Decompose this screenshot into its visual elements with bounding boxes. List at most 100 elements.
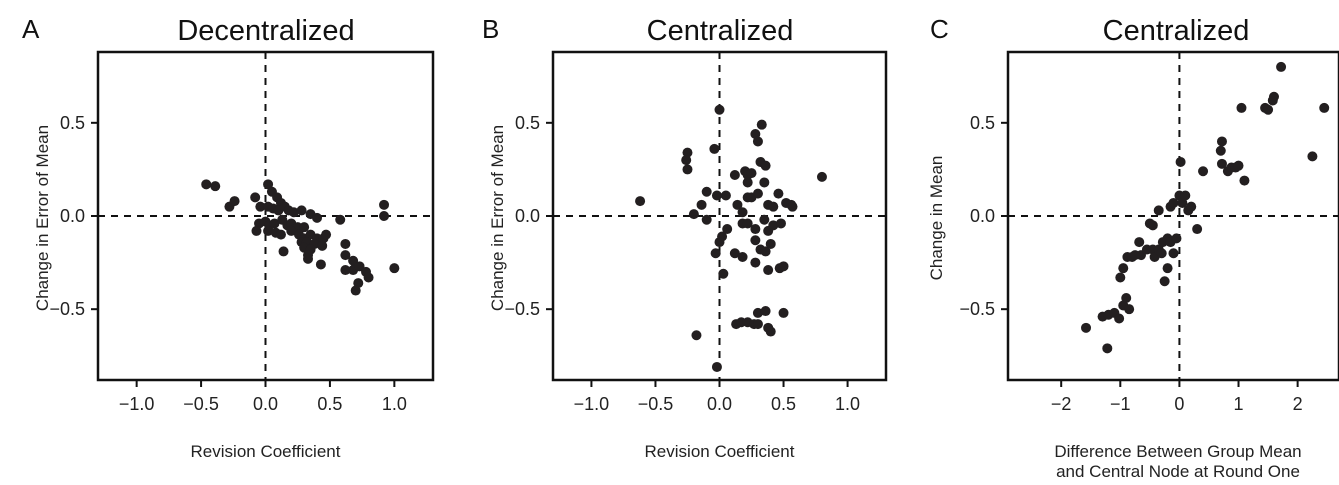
data-point <box>1239 175 1250 186</box>
data-point <box>1175 156 1186 167</box>
data-point <box>1186 201 1197 212</box>
data-point <box>688 209 699 220</box>
x-tick-label: −1 <box>1110 394 1131 414</box>
data-point <box>709 143 720 154</box>
x-tick-label: −1.0 <box>119 394 155 414</box>
data-point <box>1144 218 1155 229</box>
data-point <box>1216 136 1227 147</box>
data-point <box>1276 61 1287 72</box>
data-point <box>1263 104 1274 115</box>
data-point <box>816 171 827 182</box>
data-point <box>321 229 332 240</box>
y-tick-label: −0.5 <box>49 299 85 319</box>
x-tick-label: 0.0 <box>253 394 278 414</box>
data-point <box>350 285 361 296</box>
data-point <box>1307 151 1318 162</box>
data-point <box>750 235 761 246</box>
data-point <box>756 119 767 130</box>
data-point <box>635 196 646 207</box>
data-point <box>1156 248 1167 259</box>
data-point <box>275 229 286 240</box>
data-point <box>682 164 693 175</box>
x-tick-label: 2 <box>1293 394 1303 414</box>
data-point <box>768 220 779 231</box>
data-point <box>714 237 725 248</box>
x-tick-label: 0 <box>1174 394 1184 414</box>
y-tick-label: 0.0 <box>60 206 85 226</box>
data-point <box>746 168 757 179</box>
data-point <box>263 179 274 190</box>
x-axis-label-line: and Central Node at Round One <box>1056 462 1300 481</box>
data-point <box>263 225 274 236</box>
panel-letter: A <box>22 14 40 44</box>
y-axis-label: Change in Mean <box>927 156 946 281</box>
data-point <box>1102 343 1113 354</box>
data-point <box>1118 263 1129 274</box>
data-point <box>286 225 297 236</box>
panel-b: B Centralized−1.0 −0.5 0.0 0.5 1.00.50.0−0.5C… <box>482 14 888 461</box>
x-tick-label: 1.0 <box>835 394 860 414</box>
data-point <box>340 265 351 276</box>
data-point <box>696 199 707 210</box>
data-point <box>1180 190 1191 201</box>
data-point <box>718 268 729 279</box>
x-axis-label-line: Difference Between Group Mean <box>1054 442 1301 461</box>
data-point <box>759 177 770 188</box>
data-point <box>750 257 761 268</box>
data-point <box>760 160 771 171</box>
data-point <box>1192 224 1203 235</box>
data-point <box>1081 322 1092 333</box>
data-point <box>315 259 326 270</box>
data-point <box>752 307 763 318</box>
y-tick-label: 0.5 <box>60 113 85 133</box>
panel-c: C Centralized −2 −1 0 1 2 0.5 0.0 −0.5 Change in M… <box>927 14 1339 481</box>
x-tick-label: −0.5 <box>638 394 674 414</box>
data-point <box>732 199 743 210</box>
data-point <box>278 246 289 257</box>
data-point <box>760 306 771 317</box>
data-point <box>1168 197 1179 208</box>
data-point <box>1159 276 1170 287</box>
data-point <box>340 238 351 249</box>
data-point <box>775 218 786 229</box>
data-point <box>765 238 776 249</box>
data-point <box>250 192 261 203</box>
panel-title: Centralized <box>1103 15 1250 47</box>
data-point <box>1216 158 1227 169</box>
data-point <box>742 218 753 229</box>
data-point <box>1168 248 1179 259</box>
panel-title: Decentralized <box>177 15 354 47</box>
data-point <box>737 207 748 218</box>
data-point <box>714 104 725 115</box>
data-point <box>348 255 359 266</box>
y-tick-label: −0.5 <box>959 299 995 319</box>
data-point <box>1153 205 1164 216</box>
data-point <box>742 177 753 188</box>
data-point <box>379 211 390 221</box>
data-point <box>1162 263 1173 274</box>
data-point <box>296 205 307 216</box>
data-point <box>750 224 761 235</box>
data-point <box>701 186 712 197</box>
data-point <box>354 261 365 272</box>
data-point <box>729 170 740 180</box>
data-point <box>1319 102 1330 113</box>
x-tick-label: 1.0 <box>382 394 407 414</box>
data-point <box>752 188 763 199</box>
data-point <box>363 272 374 283</box>
x-tick-label: −2 <box>1051 394 1072 414</box>
data-point <box>763 265 774 276</box>
data-point <box>752 319 763 330</box>
x-tick-label: 0.5 <box>317 394 342 414</box>
data-point <box>1124 304 1135 315</box>
data-point <box>1236 102 1247 113</box>
data-point <box>711 190 722 201</box>
data-point <box>1233 160 1244 171</box>
data-point <box>778 307 789 318</box>
data-point <box>720 190 731 201</box>
data-point <box>1115 272 1126 283</box>
x-tick-label: −1.0 <box>574 394 610 414</box>
x-tick-label: −0.5 <box>183 394 219 414</box>
data-point <box>729 248 740 259</box>
